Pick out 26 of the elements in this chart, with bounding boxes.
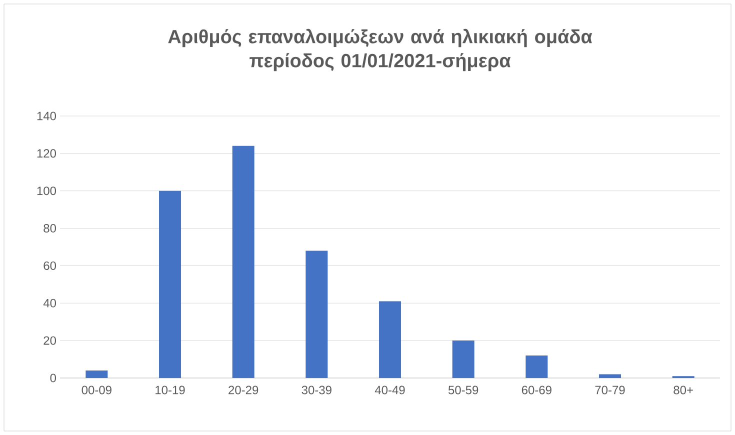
x-tick-label: 80+ — [674, 386, 693, 394]
chart-title: Αριθμός επαναλοιμώξεων ανά ηλικιακή ομάδα περίοδος 01/01/2021-σήμερα — [168, 28, 592, 72]
bar — [452, 340, 474, 378]
x-tick-label: 60-69 — [522, 386, 552, 394]
y-tick-label: 0 — [50, 374, 56, 382]
y-tick-label: 80 — [44, 224, 56, 233]
y-tick-label: 140 — [37, 112, 56, 120]
y-tick-label: 120 — [37, 149, 56, 158]
x-tick-label: 00-09 — [82, 386, 112, 394]
bar — [379, 301, 401, 378]
x-tick-label: 20-29 — [228, 386, 258, 394]
bar — [86, 370, 108, 378]
y-tick-label: 20 — [44, 336, 56, 345]
bar — [526, 356, 548, 378]
y-tick-label: 60 — [44, 261, 56, 270]
bar — [159, 190, 182, 378]
y-tick-label: 40 — [43, 298, 56, 308]
x-tick-label: 40-49 — [374, 386, 405, 394]
bar — [232, 146, 254, 378]
bar — [598, 374, 621, 378]
y-tick-label: 100 — [37, 186, 56, 196]
bar — [306, 250, 328, 378]
x-tick-label: 10-19 — [156, 386, 185, 394]
x-tick-label: 50-59 — [448, 386, 478, 394]
x-tick-label: 30-39 — [302, 386, 332, 394]
x-tick-label: 70-79 — [595, 386, 625, 394]
